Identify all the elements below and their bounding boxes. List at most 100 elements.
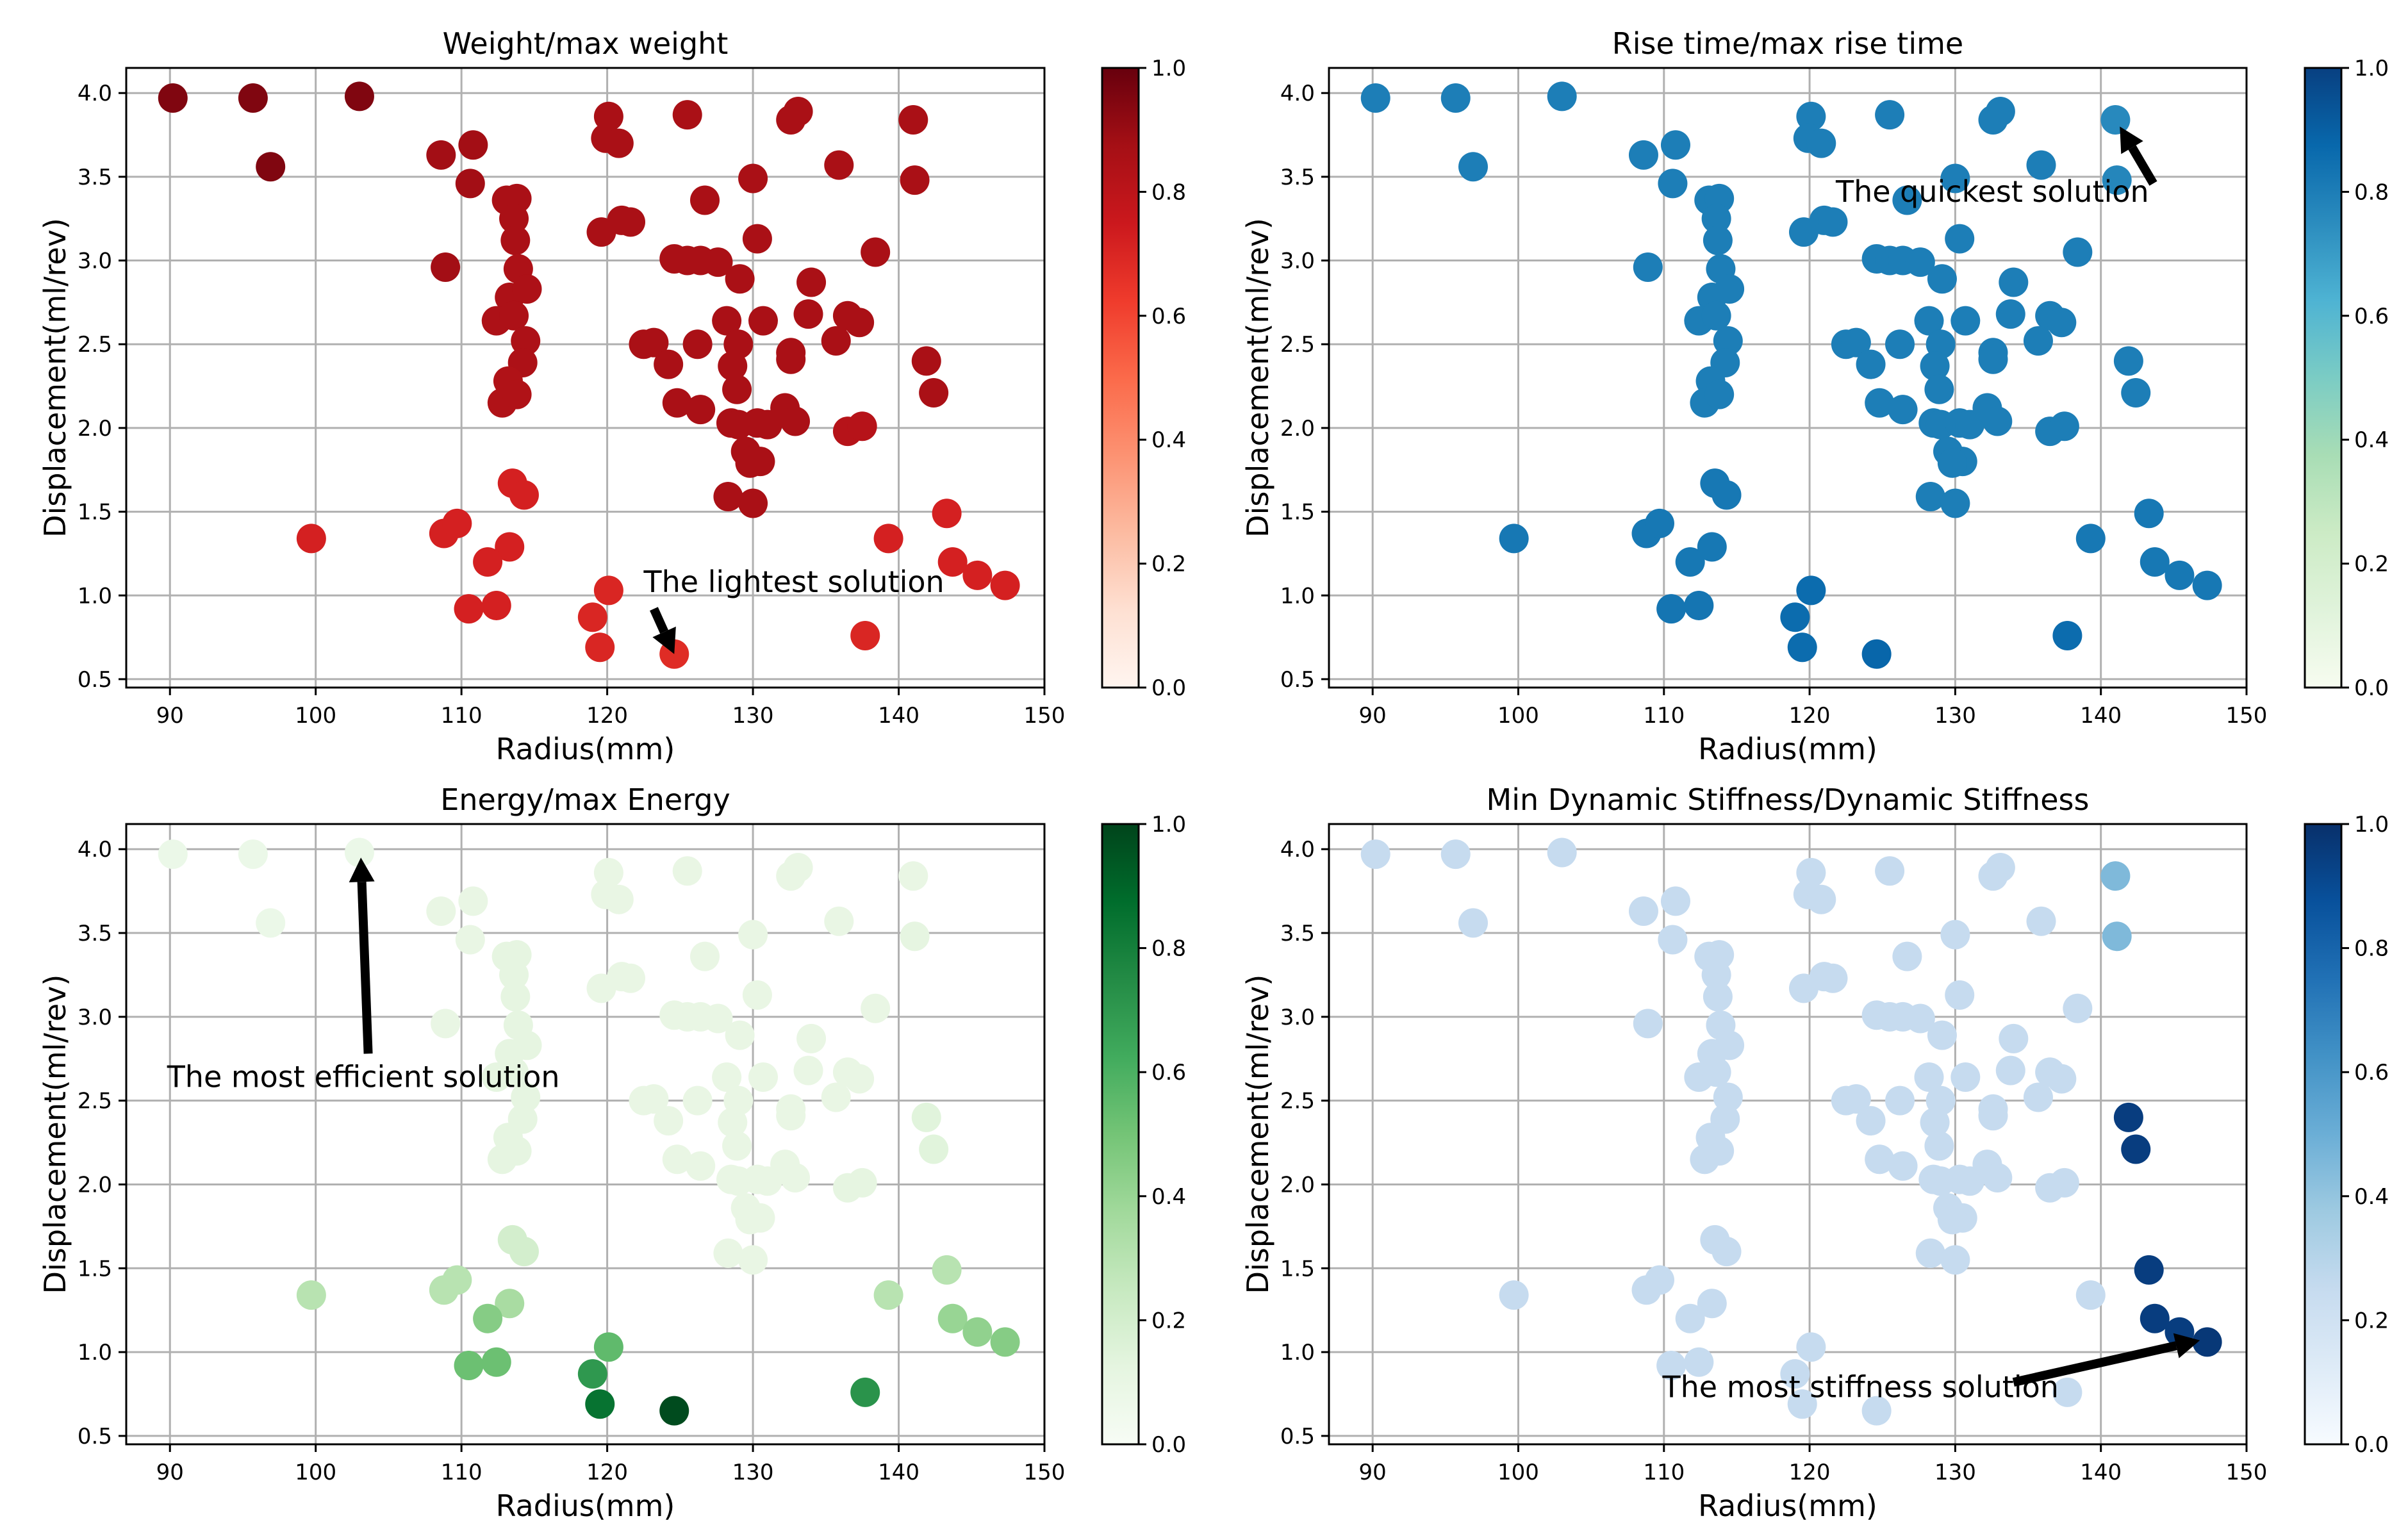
data-point (662, 1144, 692, 1175)
data-point (1983, 1163, 2013, 1193)
data-point (1701, 960, 1731, 990)
data-point (776, 344, 806, 374)
data-point (511, 326, 541, 356)
y-tick-label: 1.0 (1280, 1340, 1315, 1365)
x-tick-label: 100 (295, 1460, 336, 1485)
scatter-points (158, 81, 1020, 669)
data-point (780, 1163, 811, 1193)
x-tick-label: 110 (441, 1460, 482, 1485)
colorbar-tick-label: 0.6 (1151, 1060, 1186, 1085)
data-point (776, 1101, 806, 1131)
data-point (845, 308, 875, 338)
axes-frame (1328, 67, 2248, 689)
data-point (1701, 301, 1731, 331)
data-point (1701, 1057, 1731, 1087)
colorbar-tick-label: 1.0 (2354, 56, 2389, 81)
annotation-arrow-head (2120, 126, 2143, 154)
data-point (1937, 448, 1967, 478)
colorbar-tick-label: 0.8 (1151, 179, 1186, 205)
data-point (1701, 204, 1731, 234)
x-axis-label: Radius(mm) (1698, 1489, 1877, 1523)
data-point (1644, 508, 1674, 538)
data-point (2052, 620, 2082, 650)
colorbar-tick-label: 1.0 (1151, 56, 1186, 81)
x-tick-label: 140 (878, 1460, 919, 1485)
data-point (1440, 839, 1471, 870)
y-tick-label: 2.0 (1280, 416, 1315, 441)
annotation-text: The most efficient solution (167, 1060, 560, 1094)
data-point (824, 906, 854, 936)
data-point (686, 395, 716, 425)
data-point (1937, 1205, 1967, 1235)
data-point (703, 247, 733, 277)
data-point (2049, 411, 2079, 441)
annotation-arrow-shaft (650, 607, 669, 634)
data-point (850, 620, 880, 650)
data-point (2026, 906, 2056, 936)
colorbar-tick-label: 0.4 (1151, 1184, 1186, 1210)
data-point (738, 920, 768, 950)
data-point (793, 299, 823, 329)
data-point (1704, 379, 1735, 409)
panel-title: Rise time/max rise time (1612, 26, 1963, 61)
x-tick-label: 150 (2226, 1460, 2268, 1485)
y-tick-label: 3.5 (78, 165, 112, 190)
data-point (256, 152, 286, 182)
x-tick-label: 140 (2080, 703, 2122, 729)
data-point (873, 524, 903, 554)
x-tick-label: 150 (1024, 703, 1066, 729)
data-point (937, 547, 968, 577)
data-point (1796, 101, 1826, 131)
data-point (495, 532, 525, 562)
data-point (431, 1009, 461, 1039)
data-point (2121, 1134, 2151, 1164)
axes-frame (125, 823, 1046, 1446)
data-point (1978, 1101, 2008, 1131)
data-point (672, 100, 702, 130)
data-point (850, 1377, 880, 1407)
data-point (585, 632, 615, 663)
x-tick-label: 110 (441, 703, 482, 729)
data-point (2134, 499, 2164, 529)
annotation-arrow-shaft (2128, 145, 2157, 186)
data-point (1703, 982, 1733, 1012)
data-point (783, 96, 813, 126)
data-point (512, 274, 542, 304)
data-point (2026, 150, 2056, 180)
data-point (1856, 1106, 1886, 1136)
data-point (577, 602, 607, 632)
data-point (1547, 81, 1577, 111)
data-point (911, 346, 941, 376)
data-point (1360, 839, 1390, 870)
data-point (824, 150, 854, 180)
data-point (2075, 524, 2106, 554)
data-point (1940, 488, 1970, 518)
data-point (1658, 925, 1688, 955)
axes-frame (125, 67, 1046, 689)
colorbar-tick-label: 0.4 (2354, 427, 2389, 453)
data-point (502, 379, 532, 409)
data-point (499, 960, 529, 990)
data-point (1983, 406, 2013, 436)
data-point (2113, 1102, 2143, 1132)
axes-frame (1328, 823, 2248, 1446)
data-point (690, 185, 720, 215)
data-point (577, 1359, 607, 1389)
y-tick-label: 3.0 (1280, 1005, 1315, 1030)
y-axis-label: Displacement(ml/rev) (1241, 975, 1275, 1294)
data-point (780, 406, 811, 436)
panel-3: 90 100 110 120 130 140 150 0.5 1.0 1.5 2.0 2.5 3.0 3.… (38, 782, 1186, 1523)
y-tick-label: 4.0 (1280, 837, 1315, 862)
data-point (962, 1317, 993, 1347)
data-point (454, 1351, 484, 1381)
data-point (1715, 274, 1745, 304)
data-point (911, 1102, 941, 1132)
data-point (1915, 1238, 1945, 1268)
data-point (738, 488, 768, 518)
scatter-points (1360, 81, 2222, 669)
data-point (1950, 1062, 1981, 1093)
data-point (735, 1205, 765, 1235)
data-point (1940, 163, 1970, 194)
data-point (654, 1106, 684, 1136)
data-point (1806, 128, 1836, 158)
